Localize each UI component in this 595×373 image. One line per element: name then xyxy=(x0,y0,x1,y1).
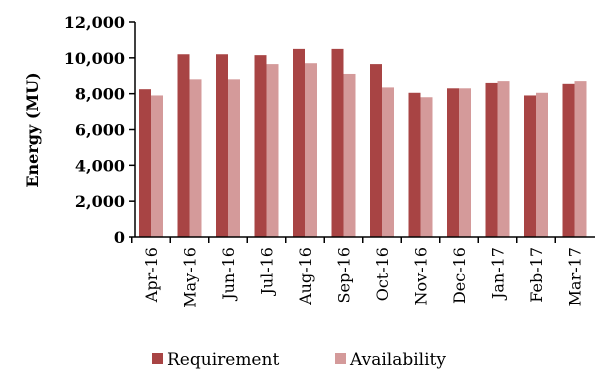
x-tick-label: Sep-16 xyxy=(335,247,354,303)
legend-label-requirement: Requirement xyxy=(167,350,279,370)
bars-group xyxy=(139,48,587,238)
legend-swatch-requirement xyxy=(152,353,163,364)
legend-label-availability: Availability xyxy=(349,350,446,370)
y-tick-label: 8,000 xyxy=(75,85,125,104)
bar-requirement-mar-17 xyxy=(562,83,575,237)
bar-availability-aug-16 xyxy=(305,63,317,238)
y-tick-label: 0 xyxy=(114,228,125,247)
bar-requirement-aug-16 xyxy=(293,48,305,237)
x-tick-label: Apr-16 xyxy=(142,247,161,303)
x-tick-label: Nov-16 xyxy=(412,247,431,305)
bar-requirement-dec-16 xyxy=(447,88,459,238)
y-tick-label: 12,000 xyxy=(64,13,125,32)
bar-requirement-jan-17 xyxy=(485,82,498,238)
bar-requirement-nov-16 xyxy=(408,92,421,237)
bar-requirement-sep-16 xyxy=(331,48,344,237)
bar-availability-oct-16 xyxy=(382,87,394,237)
x-tick-label: Oct-16 xyxy=(373,247,392,301)
y-tick-label: 6,000 xyxy=(75,121,125,140)
x-tick-label: Feb-17 xyxy=(527,247,546,303)
bar-availability-jun-16 xyxy=(228,79,240,237)
y-axis-title: Energy (MU) xyxy=(23,72,42,187)
bar-availability-sep-16 xyxy=(343,73,356,237)
x-tick-label: Jul-16 xyxy=(258,247,277,297)
x-tick-label: Aug-16 xyxy=(296,247,315,306)
x-axis-labels: Apr-16 May-16 Jun-16 Jul-16 Aug-16 Sep-16 Oct-… xyxy=(131,237,585,308)
bar-availability-jul-16 xyxy=(266,64,279,238)
bar-requirement-may-16 xyxy=(177,54,190,237)
y-tick-label: 10,000 xyxy=(64,49,125,68)
legend-swatch-availability xyxy=(335,353,346,364)
x-tick-label: Dec-16 xyxy=(450,247,469,304)
bar-availability-may-16 xyxy=(189,79,202,237)
bar-requirement-apr-16 xyxy=(139,89,151,237)
bar-availability-dec-16 xyxy=(459,88,471,238)
bar-availability-jan-17 xyxy=(497,81,510,237)
x-tick-label: Mar-17 xyxy=(566,247,585,306)
bar-availability-apr-16 xyxy=(151,95,163,237)
y-tick-label: 4,000 xyxy=(75,156,125,175)
x-tick-label: Jun-16 xyxy=(219,247,238,302)
y-tick-label: 2,000 xyxy=(75,192,125,211)
bar-requirement-feb-17 xyxy=(524,95,536,237)
y-axis-ticks: 0 2,000 4,000 6,000 8,000 10,000 12,000 xyxy=(64,13,135,247)
bar-requirement-oct-16 xyxy=(370,64,382,238)
x-tick-label: May-16 xyxy=(181,247,200,308)
bar-requirement-jul-16 xyxy=(254,55,267,238)
bar-availability-feb-17 xyxy=(536,92,548,237)
legend: Requirement Availability xyxy=(152,350,446,370)
bar-availability-nov-16 xyxy=(420,97,433,237)
x-tick-label: Jan-17 xyxy=(489,247,508,301)
bar-requirement-jun-16 xyxy=(216,54,228,237)
bar-availability-mar-17 xyxy=(574,81,587,237)
